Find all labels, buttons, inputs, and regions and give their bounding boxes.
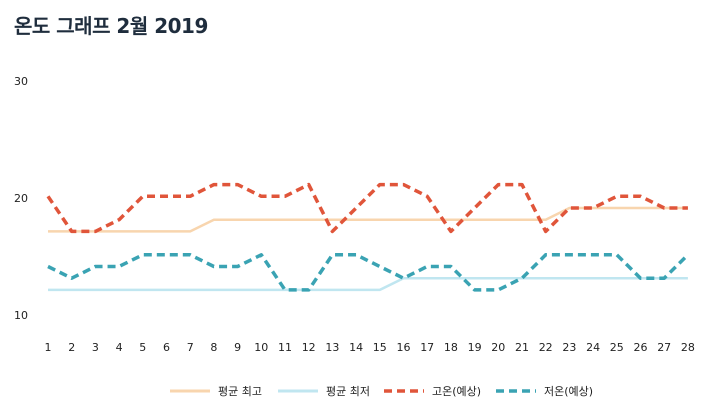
chart-title: 온도 그래프 2월 2019 [14, 14, 208, 38]
x-tick-label: 12 [302, 341, 316, 354]
x-tick-label: 11 [278, 341, 292, 354]
legend-label-3: 저온(예상) [544, 385, 593, 398]
x-tick-label: 21 [515, 341, 529, 354]
x-tick-label: 1 [45, 341, 52, 354]
x-tick-label: 6 [163, 341, 170, 354]
x-tick-label: 19 [468, 341, 482, 354]
x-tick-label: 9 [234, 341, 241, 354]
series-line-0 [48, 206, 688, 233]
x-tick-label: 3 [92, 341, 99, 354]
series-lines [46, 182, 690, 292]
legend-label-0: 평균 최고 [218, 385, 262, 398]
x-tick-label: 2 [68, 341, 75, 354]
series-line-1 [48, 276, 688, 292]
x-tick-label: 25 [610, 341, 624, 354]
x-tick-label: 13 [325, 341, 339, 354]
x-axis-ticks: 1 2 3 4 5 6 7 8 9 10 11 12 13 14 15 16 17 18 19 20 21 22 23 24 2… [45, 341, 695, 354]
x-tick-label: 22 [539, 341, 553, 354]
y-tick-label: 10 [14, 309, 28, 322]
x-tick-label: 20 [491, 341, 505, 354]
x-tick-label: 4 [116, 341, 123, 354]
x-tick-label: 18 [444, 341, 458, 354]
x-tick-label: 27 [657, 341, 671, 354]
x-tick-label: 7 [187, 341, 194, 354]
x-tick-label: 24 [586, 341, 600, 354]
x-tick-label: 23 [562, 341, 576, 354]
x-tick-label: 28 [681, 341, 695, 354]
y-tick-label: 30 [14, 75, 28, 88]
y-axis-ticks: 10 20 30 [14, 75, 28, 322]
x-tick-label: 17 [420, 341, 434, 354]
x-tick-label: 15 [373, 341, 387, 354]
legend-label-2: 고온(예상) [432, 385, 481, 398]
series-line-2 [46, 182, 688, 234]
x-tick-label: 5 [139, 341, 146, 354]
x-tick-label: 26 [634, 341, 648, 354]
x-tick-label: 16 [397, 341, 411, 354]
y-tick-label: 20 [14, 192, 28, 205]
series-line-3 [47, 253, 690, 292]
x-tick-label: 10 [254, 341, 268, 354]
legend-label-1: 평균 최저 [326, 385, 370, 398]
x-tick-label: 8 [210, 341, 217, 354]
legend: 평균 최고 평균 최저 고온(예상) 저온(예상) [170, 385, 593, 398]
x-tick-label: 14 [349, 341, 363, 354]
